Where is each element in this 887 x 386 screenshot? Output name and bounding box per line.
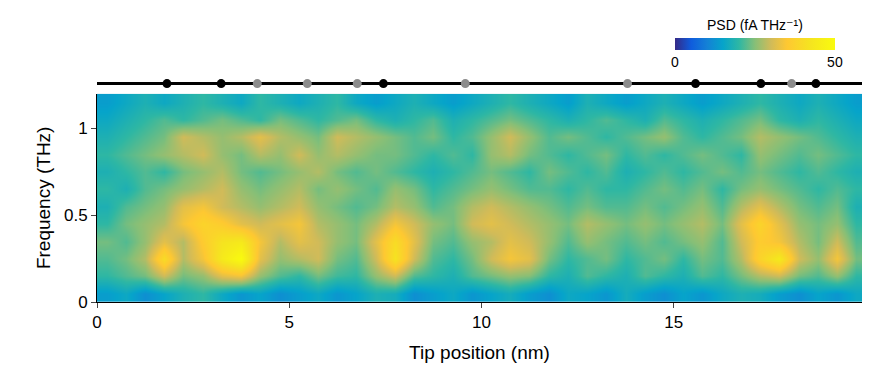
svg-text:0: 0 (92, 313, 101, 332)
svg-text:PSD (fA THz⁻¹): PSD (fA THz⁻¹) (707, 17, 803, 33)
svg-text:0.5: 0.5 (64, 206, 88, 225)
svg-text:50: 50 (827, 54, 843, 70)
svg-text:15: 15 (664, 313, 683, 332)
svg-text:Tip position (nm): Tip position (nm) (409, 342, 550, 363)
svg-text:1: 1 (78, 119, 87, 138)
svg-text:Frequency (THz): Frequency (THz) (33, 127, 54, 270)
svg-text:5: 5 (284, 313, 293, 332)
svg-text:0: 0 (78, 293, 87, 312)
svg-text:10: 10 (472, 313, 491, 332)
svg-text:0: 0 (671, 54, 679, 70)
